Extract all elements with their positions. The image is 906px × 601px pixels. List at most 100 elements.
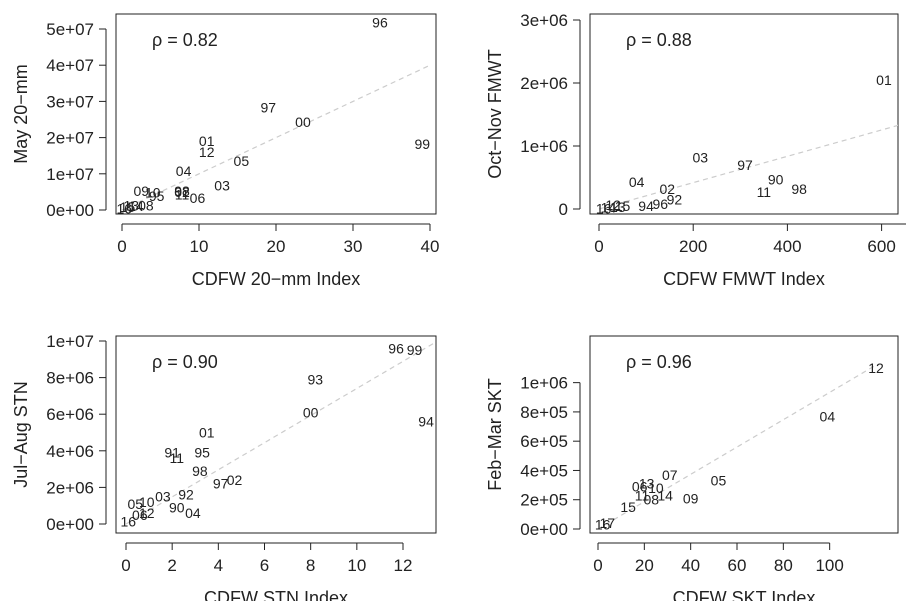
y-tick-label: 4e+06 xyxy=(46,442,94,461)
point-label: 96 xyxy=(388,340,404,356)
x-axis-title: CDFW STN Index xyxy=(204,588,348,601)
point-label: 15 xyxy=(620,499,636,515)
point-label: 12 xyxy=(605,197,621,213)
point-label: 16 xyxy=(596,200,612,216)
plot-frame xyxy=(115,13,437,215)
x-tick-label: 30 xyxy=(344,237,363,256)
x-tick-label: 6 xyxy=(260,556,269,575)
x-tick-label: 100 xyxy=(815,556,843,575)
scatter-panel-4: 0 20 40 60 80 100 0e+00 2e+05 4e+05 6e+05 8e+05 1e+… xyxy=(485,335,899,601)
x-tick-label: 60 xyxy=(728,556,747,575)
reference-line xyxy=(598,124,898,210)
y-tick-label: 8e+06 xyxy=(46,369,94,388)
point-label: 11 xyxy=(635,487,650,503)
y-tick-label: 4e+05 xyxy=(520,461,568,480)
point-label: 03 xyxy=(214,178,230,194)
point-label: 01 xyxy=(876,72,892,88)
point-label: 95 xyxy=(194,445,210,461)
point-label: 05 xyxy=(127,496,143,512)
point-label: 92 xyxy=(178,487,194,503)
point-label: 93 xyxy=(307,371,323,387)
x-tick-label: 4 xyxy=(214,556,223,575)
point-label: 90 xyxy=(169,500,185,516)
y-axis-title: May 20−mm xyxy=(11,64,31,164)
y-tick-label: 1e+06 xyxy=(520,137,568,156)
point-label: 91 xyxy=(164,445,180,461)
point-label: 01 xyxy=(199,425,215,441)
point-label: 06 xyxy=(190,190,206,206)
y-tick-label: 5e+07 xyxy=(46,20,94,39)
point-label: 12 xyxy=(139,505,155,521)
point-label: 02 xyxy=(174,184,190,200)
x-axis-title: CDFW SKT Index xyxy=(673,588,816,601)
x-tick-label: 40 xyxy=(421,237,440,256)
x-axis-title: CDFW 20−mm Index xyxy=(192,269,361,289)
x-tick-label: 20 xyxy=(267,237,286,256)
point-label: 17 xyxy=(599,515,615,531)
point-label: 02 xyxy=(227,472,243,488)
point-label: 04 xyxy=(185,505,201,521)
x-axis-title: CDFW FMWT Index xyxy=(663,269,825,289)
x-tick-label: 10 xyxy=(347,556,366,575)
y-tick-label: 1e+07 xyxy=(46,165,94,184)
y-tick-label: 4e+07 xyxy=(46,56,94,75)
y-tick-label: 3e+06 xyxy=(520,11,568,30)
point-label: 14 xyxy=(601,200,617,216)
point-label: 10 xyxy=(145,184,161,200)
y-tick-label: 3e+07 xyxy=(46,92,94,111)
point-label: 92 xyxy=(667,192,683,208)
rho-annotation: ρ = 0.96 xyxy=(626,352,692,372)
point-label: 04 xyxy=(629,174,645,190)
x-tick-label: 200 xyxy=(679,237,707,256)
point-label: 06 xyxy=(132,507,148,523)
point-label: 07 xyxy=(662,467,678,483)
y-axis-title: Oct−Nov FMWT xyxy=(485,49,505,179)
point-label: 15 xyxy=(615,198,631,214)
rho-annotation: ρ = 0.90 xyxy=(152,352,218,372)
point-label: 08 xyxy=(138,198,154,214)
plot-frame xyxy=(589,335,899,534)
point-label: 12 xyxy=(199,144,215,160)
point-label: 09 xyxy=(683,490,699,506)
point-label: 99 xyxy=(415,136,431,152)
plot-frame xyxy=(589,13,899,215)
x-tick-label: 0 xyxy=(594,237,603,256)
point-label: 02 xyxy=(660,181,676,197)
y-axis-title: Jul−Aug STN xyxy=(11,381,31,488)
point-label: 95 xyxy=(149,188,165,204)
point-label: 98 xyxy=(791,181,807,197)
x-tick-label: 0 xyxy=(593,556,602,575)
point-label: 06 xyxy=(632,479,648,495)
point-label: 98 xyxy=(174,183,190,199)
point-label: 13 xyxy=(639,476,655,492)
x-tick-label: 10 xyxy=(190,237,209,256)
y-tick-label: 0 xyxy=(559,200,568,219)
y-tick-label: 0e+00 xyxy=(46,201,94,220)
point-label: 94 xyxy=(418,414,434,430)
y-tick-label: 1e+07 xyxy=(46,332,94,351)
x-tick-label: 40 xyxy=(681,556,700,575)
scatter-panel-3: 0 2 4 6 8 10 120e+002e+064e+066e+068e+061e+07C… xyxy=(11,332,437,601)
scatter-panel-1: 0 10 20 30 400e+001e+072e+073e+074e+075e+07C… xyxy=(11,13,440,289)
point-label: 01 xyxy=(199,133,215,149)
y-tick-label: 2e+05 xyxy=(520,491,568,510)
x-tick-label: 8 xyxy=(306,556,315,575)
plot-frame xyxy=(115,335,437,534)
y-tick-label: 6e+05 xyxy=(520,432,568,451)
y-tick-label: 2e+06 xyxy=(46,478,94,497)
point-label: 00 xyxy=(303,404,319,420)
point-label: 97 xyxy=(737,157,753,173)
y-axis-title: Feb−Mar SKT xyxy=(485,378,505,491)
point-label: 03 xyxy=(155,489,171,505)
rho-annotation: ρ = 0.88 xyxy=(626,30,692,50)
x-tick-label: 2 xyxy=(167,556,176,575)
point-label: 14 xyxy=(128,198,144,214)
point-label: 10 xyxy=(139,494,155,510)
point-label: 96 xyxy=(372,14,388,30)
y-tick-label: 0e+00 xyxy=(46,515,94,534)
x-tick-label: 0 xyxy=(121,556,130,575)
point-label: 13 xyxy=(610,199,626,215)
